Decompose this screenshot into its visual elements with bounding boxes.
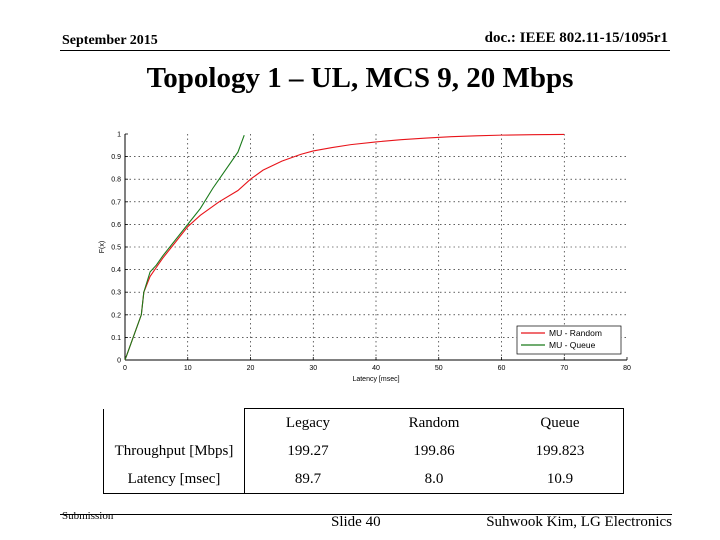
y-tick-label: 0.8 xyxy=(111,177,121,184)
cell-throughput-legacy: 199.27 xyxy=(244,437,371,465)
slide-title: Topology 1 – UL, MCS 9, 20 Mbps xyxy=(146,62,574,94)
table-header-row: Legacy Random Queue xyxy=(103,408,624,437)
legend-label: MU - Queue xyxy=(549,340,596,350)
row-label-latency: Latency [msec] xyxy=(103,465,245,494)
x-tick-label: 50 xyxy=(435,365,443,372)
x-tick-label: 40 xyxy=(372,365,380,372)
x-tick-label: 30 xyxy=(309,365,317,372)
footer-slide-number: Slide 40 xyxy=(331,514,381,530)
cell-latency-legacy: 89.7 xyxy=(244,465,371,494)
y-tick-label: 0.4 xyxy=(111,267,121,274)
x-tick-label: 10 xyxy=(184,365,192,372)
header-date: September 2015 xyxy=(62,33,158,48)
x-tick-label: 20 xyxy=(247,365,255,372)
cell-throughput-queue: 199.823 xyxy=(497,437,624,465)
series-line-mu-queue xyxy=(124,134,245,361)
x-tick-label: 80 xyxy=(623,365,631,372)
legend-label: MU - Random xyxy=(549,328,602,338)
results-table: Legacy Random Queue Throughput [Mbps] 19… xyxy=(103,408,624,494)
series-line-mu-random xyxy=(124,133,565,361)
table-header-random: Random xyxy=(371,408,497,437)
x-tick-label: 60 xyxy=(498,365,506,372)
row-label-throughput: Throughput [Mbps] xyxy=(103,437,245,465)
header-doc-id: doc.: IEEE 802.11-15/1095r1 xyxy=(484,30,668,46)
x-tick-label: 0 xyxy=(123,365,127,372)
y-axis-label: F(x) xyxy=(99,241,106,253)
cdf-chart: 0 10 20 30 40 50 60 70 80 0 0.1 0.2 0.3 0.4 0.5 0.6 0.7 0… xyxy=(99,132,631,384)
table-corner-cell xyxy=(103,408,245,437)
table-header-legacy: Legacy xyxy=(244,408,371,437)
y-tick-label: 0 xyxy=(117,358,121,365)
header-divider xyxy=(60,50,670,51)
footer-submission: Submission xyxy=(62,510,114,522)
y-tick-label: 0.6 xyxy=(111,222,121,229)
table-row: Latency [msec] 89.7 8.0 10.9 xyxy=(103,465,624,494)
x-tick-label: 70 xyxy=(560,365,568,372)
cell-throughput-random: 199.86 xyxy=(413,442,455,459)
y-tick-label: 0.9 xyxy=(111,154,121,161)
y-tick-label: 0.7 xyxy=(111,199,121,206)
y-tick-label: 0.3 xyxy=(111,290,121,297)
cell-latency-random: 8.0 xyxy=(371,465,497,494)
x-axis-label: Latency [msec] xyxy=(352,376,399,383)
y-tick-label: 0.1 xyxy=(111,335,121,342)
cell-latency-queue: 10.9 xyxy=(497,465,624,494)
legend-box xyxy=(516,325,622,355)
y-tick-label: 1 xyxy=(117,132,121,139)
footer-author: Suhwook Kim, LG Electronics xyxy=(486,514,672,530)
table-row: Throughput [Mbps] 199.27 199.86 199.823 xyxy=(103,437,624,465)
y-tick-label: 0.5 xyxy=(111,245,121,252)
table-header-queue: Queue xyxy=(497,408,624,437)
y-tick-label: 0.2 xyxy=(111,312,121,319)
footer-divider xyxy=(60,514,672,515)
